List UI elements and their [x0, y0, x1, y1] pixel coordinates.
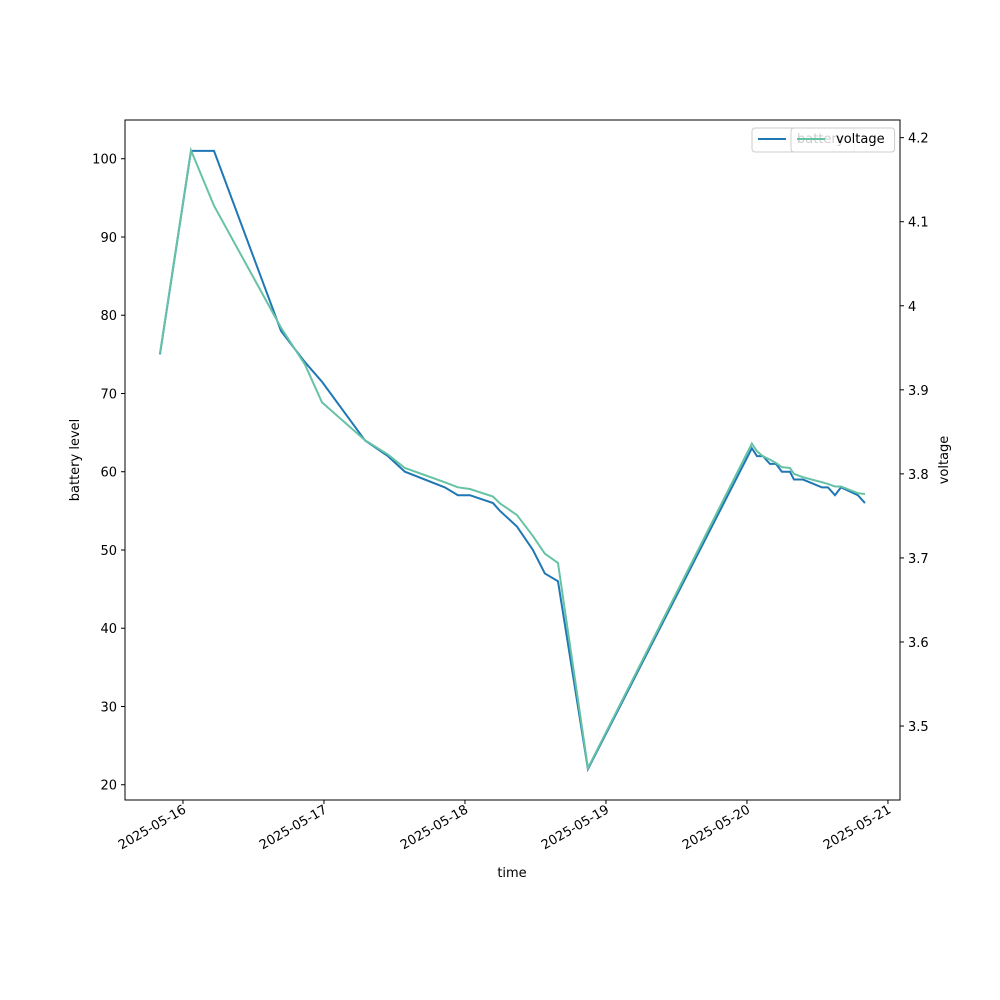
y-tick-label: 80 [100, 309, 117, 324]
x-tick-label: 2025-05-18 [398, 802, 471, 853]
x-tick-label: 2025-05-16 [116, 802, 189, 853]
x-tick-label: 2025-05-19 [539, 802, 612, 853]
series-line [158, 146, 866, 772]
y-tick-label: 90 [100, 231, 117, 246]
y2-tick-label: 3.9 [908, 384, 929, 399]
x-tick-label: 2025-05-20 [680, 802, 753, 853]
y2-tick-label: 4.1 [908, 216, 929, 231]
legend-box [790, 127, 896, 153]
plot-frame [124, 119, 901, 801]
y-tick-label: 50 [100, 544, 117, 559]
y-tick-label: 100 [92, 153, 117, 168]
y2-tick-label: 3.7 [908, 552, 929, 567]
y2-tick-label: 4 [908, 300, 916, 315]
y-tick-label: 60 [100, 466, 117, 481]
legend-label: voltage [836, 132, 885, 147]
y-axis-label: battery level [68, 419, 83, 502]
y2-tick-label: 3.5 [908, 720, 929, 735]
y-tick-label: 40 [100, 622, 117, 637]
y-tick-label: 20 [100, 779, 117, 794]
y2-tick-label: 4.2 [908, 132, 929, 147]
x-axis-label: time [497, 866, 526, 881]
legend: voltage [790, 127, 896, 153]
series-line [158, 149, 866, 773]
y2-tick-label: 3.8 [908, 468, 929, 483]
y-tick-label: 30 [100, 700, 117, 715]
y2-axis-label: voltage [937, 436, 952, 485]
y2-tick-label: 3.6 [908, 636, 929, 651]
y-tick-label: 70 [100, 387, 117, 402]
x-tick-label: 2025-05-17 [257, 802, 330, 853]
x-tick-label: 2025-05-21 [821, 802, 894, 853]
